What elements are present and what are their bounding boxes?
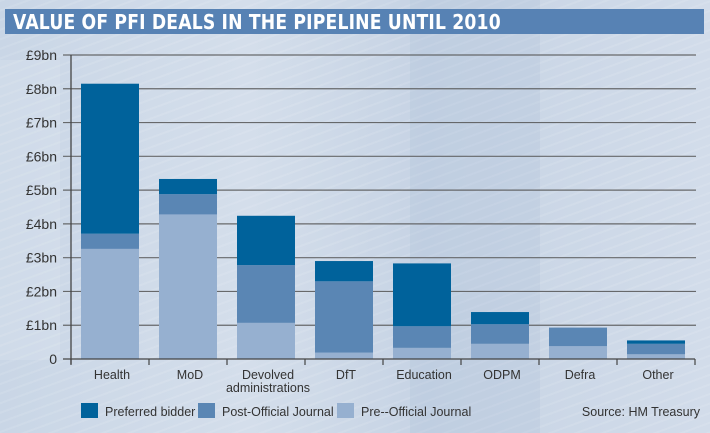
bar-segment-preferred-bidder — [81, 83, 139, 234]
y-tick-label: £9bn — [26, 47, 57, 63]
y-tick-label: £1bn — [26, 317, 57, 333]
bar-segment-pre-official-journal — [159, 214, 217, 359]
bar-segment-pre-official-journal — [627, 354, 685, 359]
bar-segment-pre-official-journal — [549, 346, 607, 359]
bar-segment-pre-official-journal — [471, 343, 529, 359]
y-tick-label: £8bn — [26, 81, 57, 97]
x-tick-label: Defra — [565, 368, 596, 382]
bar-segment-preferred-bidder — [237, 215, 295, 266]
y-tick-label: £6bn — [26, 148, 57, 164]
x-tick-label: Devolved — [242, 368, 294, 382]
bar-segment-post-official-journal — [393, 326, 451, 348]
x-tick-label: ODPM — [483, 368, 521, 382]
bar-segment-post-official-journal — [159, 194, 217, 215]
bar-segment-pre-official-journal — [81, 248, 139, 359]
background-building — [410, 0, 540, 433]
legend-swatch — [337, 403, 354, 418]
title-bar: VALUE OF PFI DEALS IN THE PIPELINE UNTIL… — [5, 9, 704, 34]
bar-segment-post-official-journal — [237, 265, 295, 323]
legend-label: Post-Official Journal — [222, 405, 334, 419]
legend-swatch — [81, 403, 98, 418]
legend-label: Preferred bidder — [105, 405, 195, 419]
bar-segment-preferred-bidder — [471, 312, 529, 325]
y-tick-label: £5bn — [26, 182, 57, 198]
bar-segment-pre-official-journal — [237, 322, 295, 359]
y-tick-label: £2bn — [26, 283, 57, 299]
bar-segment-pre-official-journal — [393, 347, 451, 359]
x-tick-label: administrations — [226, 381, 310, 395]
bar-segment-post-official-journal — [627, 343, 685, 355]
x-tick-label: Education — [396, 368, 452, 382]
chart-title: VALUE OF PFI DEALS IN THE PIPELINE UNTIL… — [13, 10, 501, 34]
bar-segment-preferred-bidder — [393, 263, 451, 327]
y-tick-label: £4bn — [26, 216, 57, 232]
bar-segment-post-official-journal — [549, 327, 607, 347]
bar-segment-post-official-journal — [81, 233, 139, 249]
background-building — [0, 60, 60, 360]
bar-segment-preferred-bidder — [159, 178, 217, 195]
y-tick-label: £3bn — [26, 250, 57, 266]
bar-segment-post-official-journal — [471, 324, 529, 344]
y-tick-label: 0 — [49, 351, 57, 367]
x-tick-label: Other — [642, 368, 673, 382]
x-tick-label: DfT — [336, 368, 357, 382]
bar-segment-post-official-journal — [315, 281, 373, 353]
x-tick-label: MoD — [177, 368, 203, 382]
legend-swatch — [198, 403, 215, 418]
source-note: Source: HM Treasury — [582, 405, 701, 419]
y-tick-label: £7bn — [26, 115, 57, 131]
legend-label: Pre--Official Journal — [361, 405, 471, 419]
bar-segment-preferred-bidder — [627, 340, 685, 344]
x-tick-label: Health — [94, 368, 130, 382]
bar-segment-preferred-bidder — [315, 261, 373, 282]
bar-segment-pre-official-journal — [315, 352, 373, 359]
